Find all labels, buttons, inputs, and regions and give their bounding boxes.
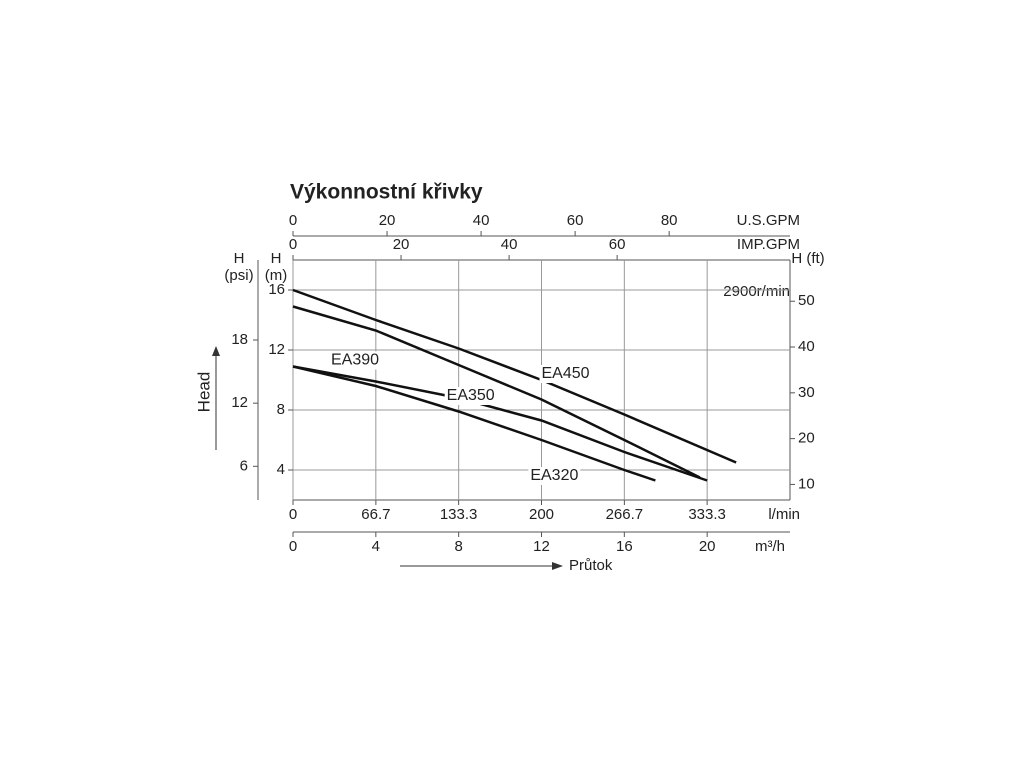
- x-axis-label: IMP.GPM: [737, 236, 800, 253]
- x-tick-label: 0: [289, 236, 297, 253]
- label-bg: [444, 387, 497, 405]
- x-axis-label: m³/h: [755, 538, 785, 555]
- y-tick-label: 40: [798, 338, 815, 355]
- flow-arrow-head: [552, 562, 563, 570]
- y-tick-label: 6: [240, 457, 248, 474]
- x-tick-label: 16: [616, 538, 633, 555]
- y-tick-label: 8: [277, 401, 285, 418]
- series-label: EA320: [530, 467, 578, 484]
- y-tick-label: 10: [798, 475, 815, 492]
- curve: [292, 288, 737, 464]
- curve: [292, 365, 708, 482]
- x-tick-label: 4: [372, 538, 380, 555]
- y-tick-label: 20: [798, 430, 815, 447]
- x-tick-label: 200: [529, 506, 554, 523]
- x-tick-label: 8: [454, 538, 462, 555]
- x-tick-label: 60: [609, 236, 626, 253]
- y-axis-label: H (psi): [224, 250, 254, 284]
- label-bg: [539, 365, 592, 383]
- x-tick-label: 40: [501, 236, 518, 253]
- y-tick-label: 30: [798, 384, 815, 401]
- y-tick-label: 12: [268, 341, 285, 358]
- label-bg: [329, 351, 381, 370]
- y-tick-label: 4: [277, 461, 285, 478]
- x-tick-label: 0: [289, 506, 297, 523]
- x-tick-label: 133.3: [440, 506, 478, 523]
- curve: [292, 365, 656, 482]
- y-axis-label: H (m): [264, 250, 288, 284]
- y-tick-label: 18: [231, 331, 248, 348]
- y-tick-label: 50: [798, 292, 815, 309]
- x-tick-label: 60: [567, 212, 584, 229]
- x-tick-label: 0: [289, 212, 297, 229]
- x-tick-label: 12: [533, 538, 550, 555]
- head-label: Head: [194, 372, 213, 413]
- series-label: EA450: [542, 365, 590, 382]
- x-tick-label: 66.7: [361, 506, 390, 523]
- label-bg: [528, 467, 581, 485]
- flow-label: Průtok: [569, 557, 613, 574]
- head-arrow-head: [212, 346, 220, 356]
- series-label: EA350: [447, 387, 495, 404]
- x-tick-label: 0: [289, 538, 297, 555]
- y-axis-label: H (ft): [791, 250, 825, 267]
- x-axis-label: U.S.GPM: [737, 212, 800, 229]
- y-tick-label: 12: [231, 394, 248, 411]
- x-tick-label: 266.7: [606, 506, 644, 523]
- x-tick-label: 20: [393, 236, 410, 253]
- curve: [292, 305, 701, 479]
- x-tick-label: 20: [699, 538, 716, 555]
- y-tick-label: 16: [268, 281, 285, 298]
- annotation: 2900r/min: [723, 283, 790, 300]
- chart-title: Výkonnostní křivky: [290, 181, 483, 204]
- x-tick-label: 40: [473, 212, 490, 229]
- x-tick-label: 80: [661, 212, 678, 229]
- x-tick-label: 20: [379, 212, 396, 229]
- series-label: EA390: [331, 352, 379, 369]
- x-tick-label: 333.3: [688, 506, 726, 523]
- x-axis-label: l/min: [768, 506, 800, 523]
